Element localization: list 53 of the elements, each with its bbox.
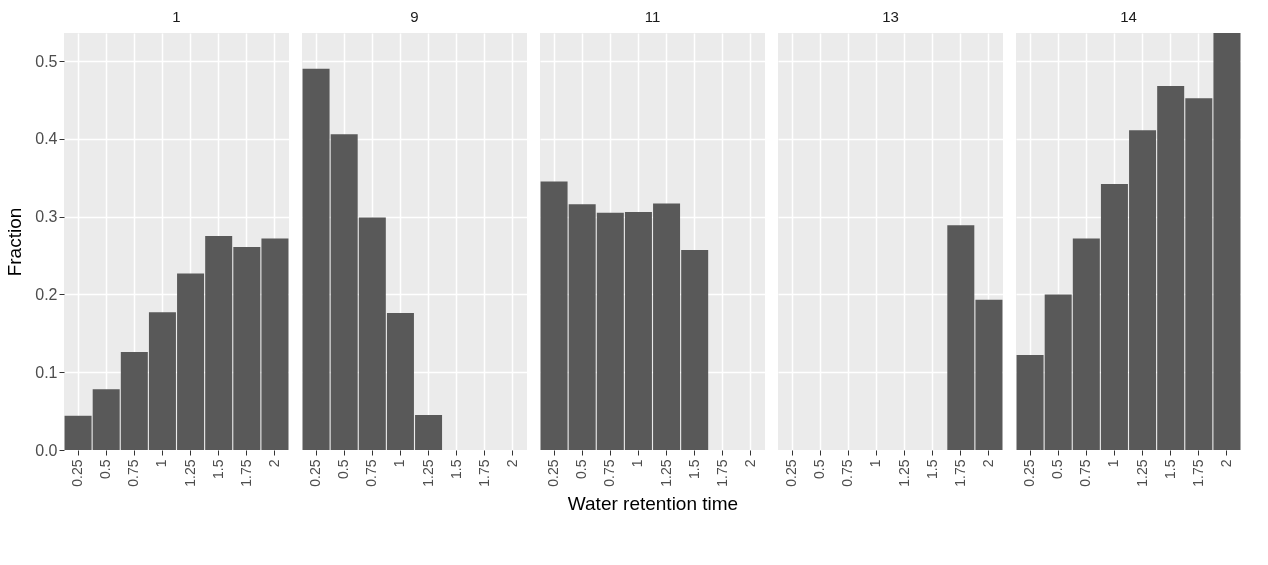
x-tick-label: 1.25 [657, 459, 674, 487]
x-tick-label: 0.75 [839, 459, 856, 487]
x-tick-label: 1.5 [923, 459, 940, 479]
x-tick-label: 1 [867, 459, 884, 468]
x-tick-label: 0.75 [125, 459, 142, 487]
x-tick-label: 0.5 [811, 459, 828, 479]
x-tick-label: 1.25 [181, 459, 198, 487]
x-tick-label: 1.75 [237, 459, 254, 487]
x-tick-label: 2 [1217, 459, 1234, 468]
chart-title: 9 [410, 8, 419, 25]
y-tick-label: 0.2 [35, 285, 58, 303]
y-tick-label: 0.3 [35, 208, 58, 226]
x-tick-label: 1.75 [1189, 459, 1206, 487]
y-tick-label: 0.1 [35, 363, 58, 381]
x-tick-label: 1.75 [713, 459, 730, 487]
x-tick-label: 2 [741, 459, 758, 468]
x-tick-label: 0.5 [573, 459, 590, 479]
x-tick-label: 1.5 [209, 459, 226, 479]
x-axis-title: Water retention time [567, 492, 739, 514]
x-tick-label: 1.5 [447, 459, 464, 479]
chart-title: 1 [172, 8, 181, 25]
x-tick-label: 1 [153, 459, 170, 468]
chart-title: 13 [882, 8, 899, 25]
chart-title: 14 [1120, 8, 1137, 25]
x-tick-label: 0.25 [1021, 459, 1038, 487]
x-tick-label: 0.25 [69, 459, 86, 487]
y-tick-label: 0.0 [35, 441, 58, 459]
x-tick-label: 0.5 [335, 459, 352, 479]
x-tick-label: 0.75 [601, 459, 618, 487]
x-tick-label: 0.75 [363, 459, 380, 487]
x-tick-label: 1 [629, 459, 646, 468]
x-tick-label: 1.25 [419, 459, 436, 487]
x-tick-label: 1 [1105, 459, 1122, 468]
x-tick-label: 0.25 [307, 459, 324, 487]
x-tick-label: 0.25 [783, 459, 800, 487]
x-tick-label: 2 [979, 459, 996, 468]
x-tick-label: 0.75 [1077, 459, 1094, 487]
x-tick-label: 0.5 [97, 459, 114, 479]
x-tick-label: 1.5 [685, 459, 702, 479]
x-tick-label: 1.75 [951, 459, 968, 487]
chart-title: 11 [644, 8, 661, 25]
x-tick-label: 0.25 [545, 459, 562, 487]
x-tick-label: 1.25 [895, 459, 912, 487]
y-axis-title: Fraction [4, 207, 26, 277]
x-tick-label: 1.25 [1133, 459, 1150, 487]
x-tick-label: 0.5 [1049, 459, 1066, 479]
x-tick-label: 2 [503, 459, 520, 468]
y-tick-label: 0.4 [35, 130, 58, 148]
x-tick-label: 1.5 [1161, 459, 1178, 479]
x-tick-label: 2 [265, 459, 282, 468]
x-tick-label: 1 [391, 459, 408, 468]
x-tick-label: 1.75 [475, 459, 492, 487]
y-tick-label: 0.5 [35, 52, 58, 70]
